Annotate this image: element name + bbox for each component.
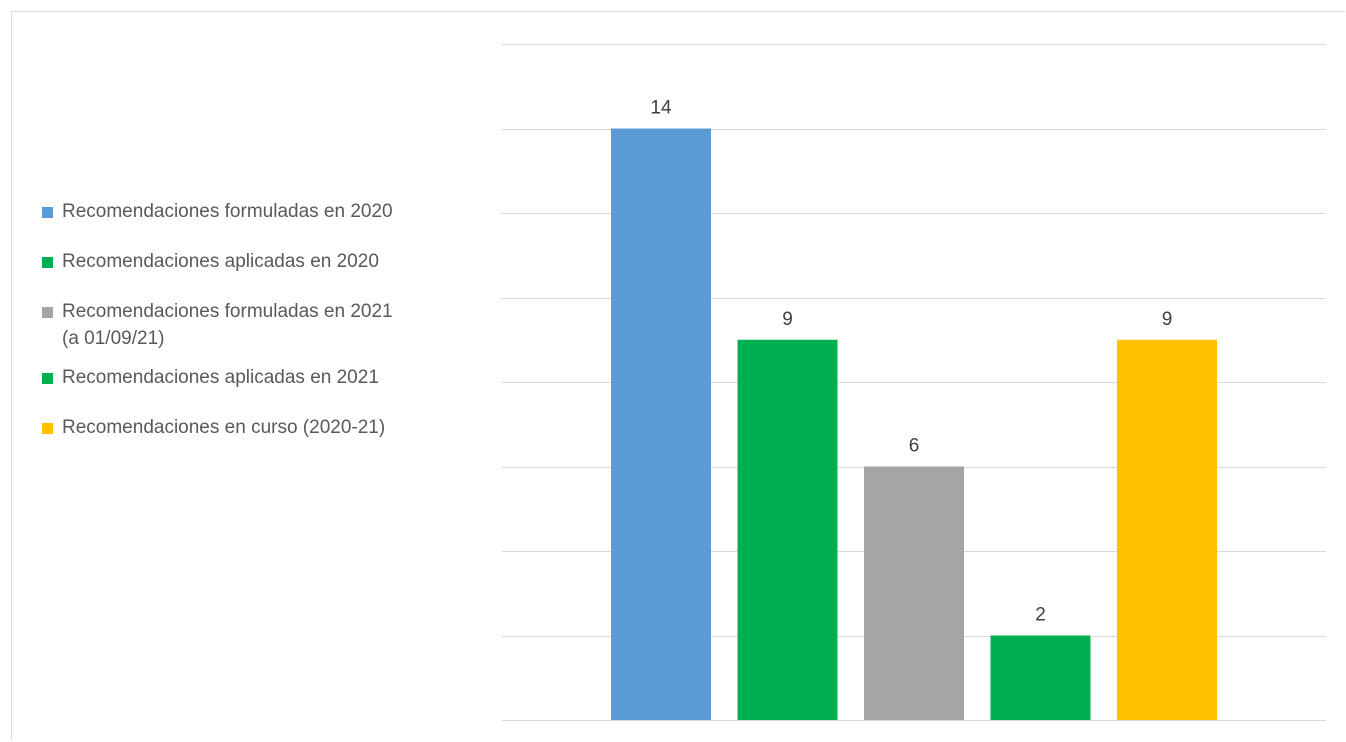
bars — [611, 128, 1217, 720]
bar-2 — [737, 339, 838, 720]
chart-legend: Recomendaciones formuladas en 2020 Recom… — [42, 198, 472, 464]
legend-item-aplicadas-2020: Recomendaciones aplicadas en 2020 — [42, 248, 472, 275]
data-label-4: 2 — [1035, 605, 1046, 626]
legend-item-en-curso: Recomendaciones en curso (2020-21) — [42, 414, 472, 441]
legend-label-en-curso: Recomendaciones en curso (2020-21) — [62, 417, 386, 438]
data-labels: 14 9 6 2 9 — [650, 98, 1172, 626]
legend-item-aplicadas-2021: Recomendaciones aplicadas en 2021 — [42, 364, 472, 391]
legend-swatch-en-curso — [42, 423, 53, 434]
legend-label-formuladas-2021-line1: Recomendaciones formuladas en 2021 — [62, 301, 393, 322]
legend-label-formuladas-2021-line2: (a 01/09/21) — [62, 328, 165, 349]
legend-label-formuladas-2020: Recomendaciones formuladas en 2020 — [62, 201, 393, 222]
data-label-5: 9 — [1162, 309, 1173, 330]
data-label-2: 9 — [782, 309, 793, 330]
data-label-3: 6 — [909, 436, 920, 457]
data-label-1: 14 — [650, 98, 672, 119]
legend-item-formuladas-2020: Recomendaciones formuladas en 2020 — [42, 198, 472, 225]
legend-item-formuladas-2021: Recomendaciones formuladas en 2021 (a 01… — [42, 298, 472, 352]
legend-label-aplicadas-2021: Recomendaciones aplicadas en 2021 — [62, 367, 379, 388]
legend-label-aplicadas-2020: Recomendaciones aplicadas en 2020 — [62, 251, 379, 272]
legend-swatch-aplicadas-2020 — [42, 257, 53, 268]
bar-3 — [864, 466, 964, 720]
bar-5 — [1117, 339, 1217, 720]
legend-swatch-formuladas-2021 — [42, 307, 53, 318]
bar-4 — [990, 635, 1091, 720]
bar-1 — [611, 128, 711, 720]
legend-swatch-aplicadas-2021 — [42, 373, 53, 384]
legend-swatch-formuladas-2020 — [42, 207, 53, 218]
